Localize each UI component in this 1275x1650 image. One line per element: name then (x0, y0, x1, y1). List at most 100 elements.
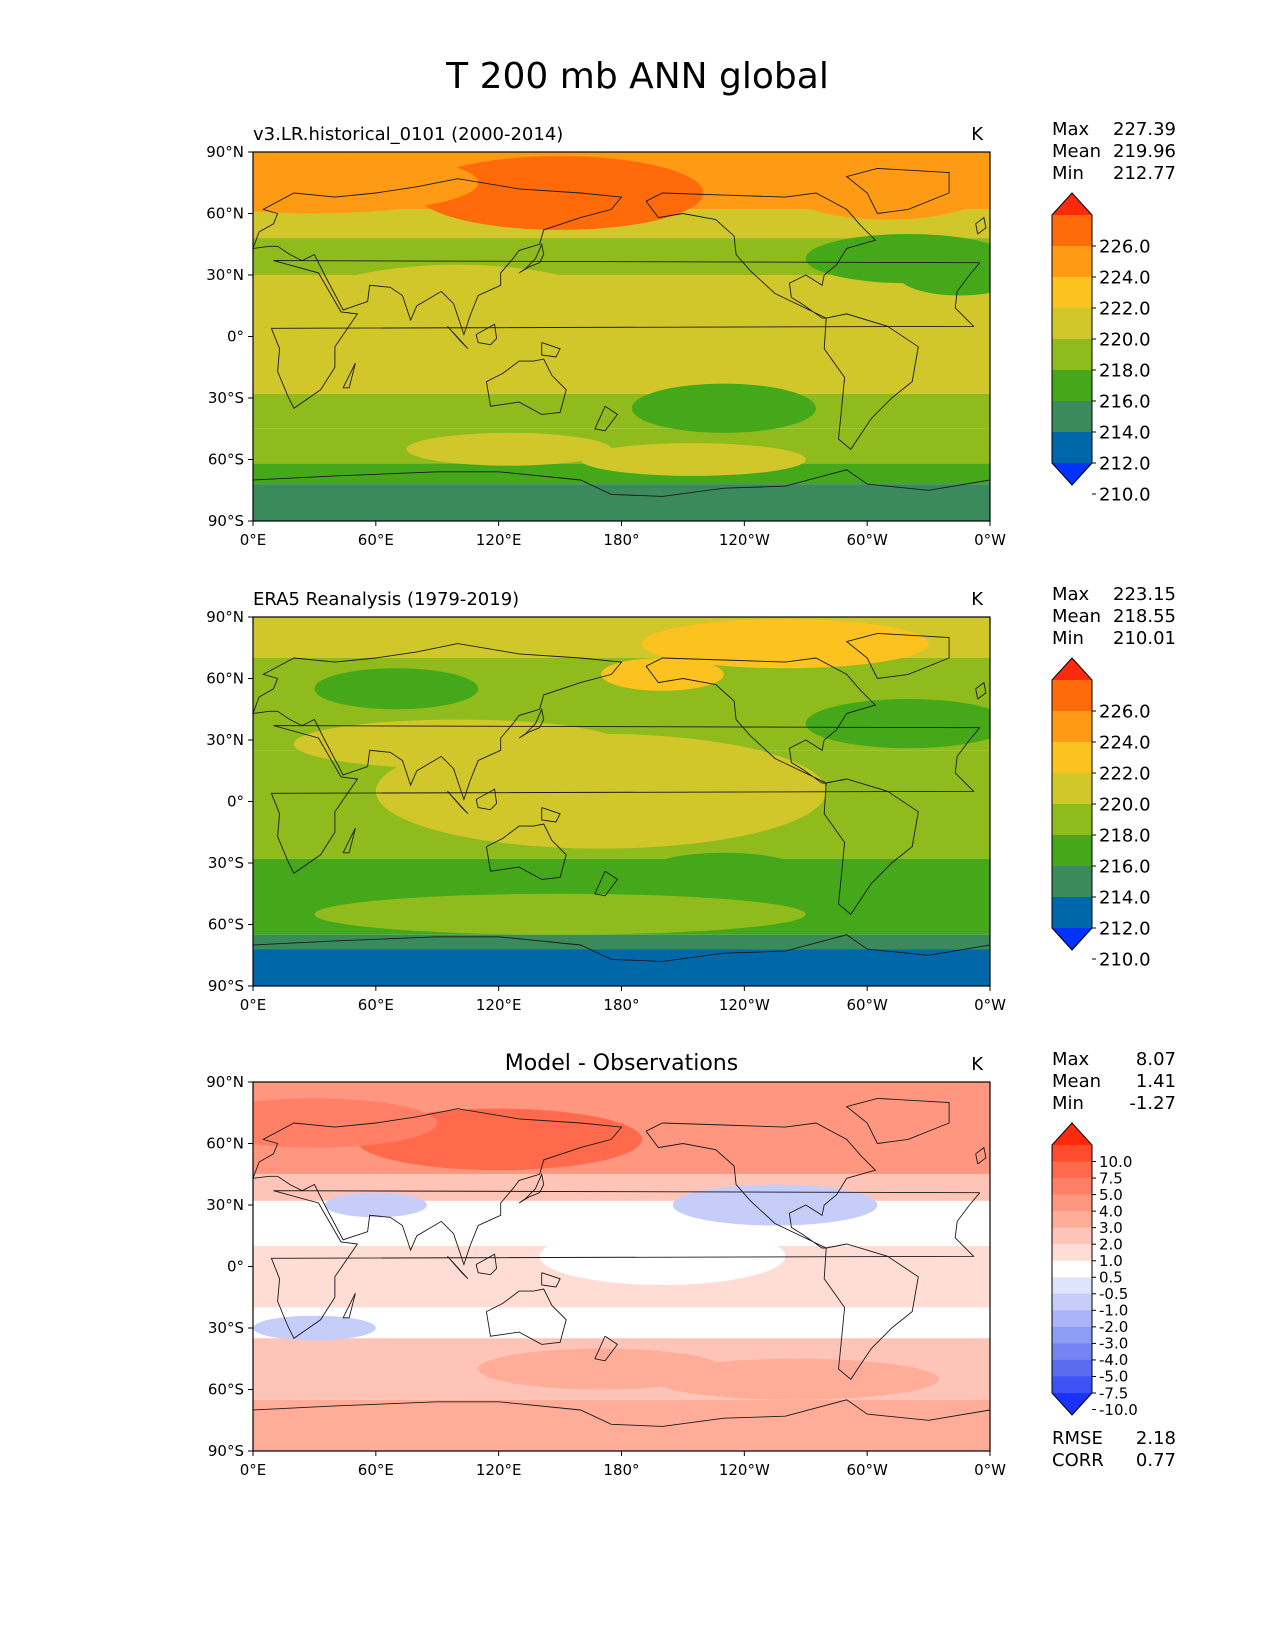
coastline (541, 342, 561, 358)
coastline (485, 823, 567, 880)
lon-tick-label: 0°E (240, 531, 267, 549)
stat-value-mean: 219.96 (1113, 141, 1176, 162)
colorbar-tick-label: 210.0 (1099, 484, 1151, 505)
coastline (253, 469, 990, 497)
units-label: K (971, 124, 984, 145)
coastline (270, 725, 981, 874)
stat-value-mean: 218.55 (1113, 606, 1176, 627)
stat-value-min: -1.27 (1129, 1093, 1176, 1114)
lat-tick-label: 0° (227, 793, 244, 811)
colorbar-tick-label: 1.0 (1099, 1252, 1123, 1270)
stat-label-mean: Mean (1052, 141, 1101, 162)
panel-title: v3.LR.historical_0101 (2000-2014) (253, 124, 563, 145)
map-difference: 90°N 60°N 30°N 0° 30°S 60°S 90°S0°E 60°E 120°E 18… (206, 1049, 1176, 1479)
colorbar: 226.0 224.0 222.0 220.0 218.0 216.0 214.0 212.0… (1051, 192, 1151, 505)
coastline (823, 313, 919, 450)
lon-tick-label: 0°W (974, 1461, 1006, 1479)
lat-tick-label: 30°S (208, 389, 244, 407)
lon-tick-label: 120°E (476, 996, 522, 1014)
stat-value-max: 227.39 (1113, 119, 1176, 140)
stat-value-max: 8.07 (1136, 1049, 1176, 1070)
colorbar-tick-label: 10.0 (1099, 1153, 1132, 1171)
coastline (975, 1146, 987, 1165)
corr-value: 0.77 (1136, 1450, 1176, 1471)
colorbar-tick-label: 220.0 (1099, 329, 1151, 350)
coastline (845, 632, 950, 679)
colorbar-tick-label: -7.5 (1099, 1384, 1128, 1402)
lat-tick-label: 0° (227, 1258, 244, 1276)
lat-tick-label: 90°S (208, 977, 244, 995)
colorbar-tick-label: 216.0 (1099, 391, 1151, 412)
colorbar-tick-label: 220.0 (1099, 794, 1151, 815)
colorbar-tick-label: 4.0 (1099, 1202, 1123, 1220)
units-label: K (971, 589, 984, 610)
lon-tick-label: 60°E (358, 1461, 394, 1479)
rmse-label: RMSE (1052, 1428, 1103, 1449)
colorbar-tick-label: -3.0 (1099, 1335, 1128, 1353)
lon-tick-label: 0°W (974, 996, 1006, 1014)
rmse-value: 2.18 (1136, 1428, 1176, 1449)
corr-label: CORR (1052, 1450, 1104, 1471)
colorbar-tick-label: 224.0 (1099, 267, 1151, 288)
stat-label-min: Min (1052, 628, 1084, 649)
lon-tick-label: 0°E (240, 996, 267, 1014)
colorbar-tick-label: 3.0 (1099, 1219, 1123, 1237)
coastline (253, 1108, 623, 1266)
lon-tick-label: 0°W (974, 531, 1006, 549)
lon-tick-label: 60°E (358, 996, 394, 1014)
coastline (823, 778, 919, 915)
lat-tick-label: 90°N (206, 608, 244, 626)
coastline (253, 1399, 990, 1427)
coastline (270, 1190, 981, 1339)
lon-tick-label: 120°E (476, 531, 522, 549)
map-test: 90°N 60°N 30°N 0° 30°S 60°S 90°S0°E 60°E 120°E 18… (206, 119, 1176, 549)
colorbar-tick-label: 7.5 (1099, 1169, 1123, 1187)
colorbar: 10.07.55.04.03.02.01.00.5-0.5-1.0-2.0-3.… (1051, 1122, 1138, 1419)
coastline (541, 807, 561, 823)
coastline (475, 323, 498, 346)
panel-title: Model - Observations (505, 1051, 738, 1076)
lon-tick-label: 120°W (719, 1461, 770, 1479)
lon-tick-label: 60°W (846, 996, 888, 1014)
figure-title: T 200 mb ANN global (446, 56, 829, 97)
lat-tick-label: 90°N (206, 1073, 244, 1091)
lat-tick-label: 90°S (208, 512, 244, 530)
colorbar-tick-label: -5.0 (1099, 1368, 1128, 1386)
coastline (645, 192, 877, 319)
coastline (594, 870, 619, 897)
lat-tick-label: 90°N (206, 143, 244, 161)
coastline (485, 1288, 567, 1345)
coastline (253, 178, 623, 336)
coastline (270, 260, 981, 409)
stat-value-mean: 1.41 (1136, 1071, 1176, 1092)
lon-tick-label: 60°W (846, 1461, 888, 1479)
coastline (845, 167, 950, 214)
coastline (447, 790, 469, 815)
stat-label-mean: Mean (1052, 606, 1101, 627)
coastline (518, 707, 545, 739)
map-reference: 90°N 60°N 30°N 0° 30°S 60°S 90°S0°E 60°E 120°E 18… (206, 584, 1176, 1014)
colorbar-tick-label: -2.0 (1099, 1318, 1128, 1336)
coastline (541, 1272, 561, 1288)
coastline (823, 1243, 919, 1380)
colorbar-tick-label: 210.0 (1099, 949, 1151, 970)
lat-tick-label: 30°N (206, 1196, 244, 1214)
coastline (845, 1097, 950, 1144)
stat-label-mean: Mean (1052, 1071, 1101, 1092)
coastline (518, 242, 545, 274)
lat-tick-label: 0° (227, 328, 244, 346)
stat-label-max: Max (1052, 119, 1090, 140)
lat-tick-label: 60°N (206, 1135, 244, 1153)
lat-tick-label: 30°N (206, 731, 244, 749)
colorbar-tick-label: 218.0 (1099, 825, 1151, 846)
coastline (447, 325, 469, 350)
colorbar-tick-label: 216.0 (1099, 856, 1151, 877)
coastline (253, 643, 623, 801)
stat-value-min: 210.01 (1113, 628, 1176, 649)
coastline (342, 362, 356, 389)
lat-tick-label: 30°S (208, 854, 244, 872)
stat-value-max: 223.15 (1113, 584, 1176, 605)
units-label: K (971, 1054, 984, 1075)
lon-tick-label: 120°E (476, 1461, 522, 1479)
